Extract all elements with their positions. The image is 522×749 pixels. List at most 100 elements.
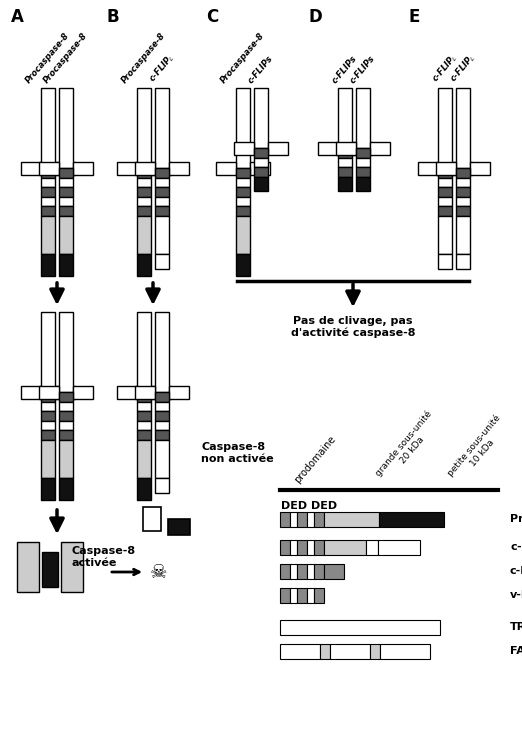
Text: c-FLIPs: c-FLIPs: [510, 566, 522, 576]
Bar: [17, 542, 39, 592]
Text: c-FLIP$_L$: c-FLIP$_L$: [447, 51, 479, 85]
Bar: [155, 440, 169, 478]
Bar: [280, 512, 290, 527]
Bar: [438, 168, 452, 178]
Bar: [41, 430, 55, 440]
Bar: [155, 411, 169, 421]
Bar: [366, 539, 378, 554]
Bar: [356, 177, 370, 191]
Bar: [41, 402, 55, 411]
Bar: [356, 88, 370, 148]
Bar: [41, 168, 55, 178]
Bar: [155, 206, 169, 216]
Bar: [117, 386, 137, 398]
Bar: [236, 178, 250, 187]
Text: C: C: [206, 8, 218, 26]
Bar: [338, 158, 352, 167]
Bar: [290, 512, 297, 527]
Bar: [59, 402, 73, 411]
Bar: [236, 187, 250, 197]
Bar: [470, 162, 490, 175]
Text: E: E: [408, 8, 419, 26]
Bar: [236, 206, 250, 216]
Bar: [438, 178, 452, 187]
Bar: [73, 386, 93, 398]
Bar: [41, 312, 55, 392]
Bar: [330, 643, 370, 658]
Bar: [59, 440, 73, 478]
Text: A: A: [11, 8, 24, 26]
Bar: [338, 88, 352, 148]
Bar: [254, 148, 268, 158]
Bar: [155, 187, 169, 197]
Text: c-FLIPs: c-FLIPs: [247, 53, 275, 85]
Bar: [254, 177, 268, 191]
Bar: [155, 312, 169, 392]
Bar: [456, 178, 470, 187]
Bar: [137, 88, 151, 168]
Bar: [59, 197, 73, 206]
Bar: [234, 142, 254, 154]
Bar: [307, 587, 314, 602]
Bar: [418, 162, 438, 175]
Bar: [137, 197, 151, 206]
Bar: [314, 539, 324, 554]
Bar: [59, 254, 73, 276]
Bar: [378, 539, 420, 554]
Bar: [117, 162, 137, 175]
Bar: [356, 148, 370, 158]
Bar: [216, 162, 236, 175]
Bar: [41, 187, 55, 197]
Bar: [135, 386, 155, 398]
Bar: [155, 402, 169, 411]
Text: DED: DED: [281, 501, 307, 511]
Bar: [290, 563, 297, 578]
Bar: [41, 178, 55, 187]
Bar: [168, 519, 190, 535]
Bar: [324, 563, 344, 578]
Bar: [151, 162, 171, 175]
Text: prodomaine: prodomaine: [292, 434, 338, 485]
Bar: [268, 142, 288, 154]
Text: c-FLIP$_L$: c-FLIP$_L$: [510, 540, 522, 554]
Bar: [59, 430, 73, 440]
Bar: [169, 162, 189, 175]
Bar: [59, 216, 73, 254]
Bar: [280, 539, 290, 554]
Bar: [59, 168, 73, 178]
Bar: [137, 478, 151, 500]
Text: Caspase-8
activée: Caspase-8 activée: [72, 546, 136, 568]
Text: c-FLIP$_L$: c-FLIP$_L$: [146, 51, 177, 85]
Bar: [280, 619, 440, 634]
Text: Procaspase-8: Procaspase-8: [25, 31, 72, 85]
Bar: [280, 643, 320, 658]
Bar: [155, 197, 169, 206]
Bar: [456, 88, 470, 168]
Bar: [39, 386, 59, 398]
Bar: [314, 512, 324, 527]
Bar: [59, 88, 73, 168]
Bar: [137, 411, 151, 421]
Bar: [137, 216, 151, 254]
Bar: [55, 162, 75, 175]
Bar: [307, 563, 314, 578]
Bar: [297, 563, 307, 578]
Bar: [336, 142, 356, 154]
Bar: [438, 187, 452, 197]
Bar: [456, 197, 470, 206]
Bar: [338, 148, 352, 158]
Bar: [137, 392, 151, 402]
Bar: [41, 206, 55, 216]
Bar: [21, 386, 41, 398]
Bar: [59, 392, 73, 402]
Bar: [324, 512, 379, 527]
Bar: [370, 643, 380, 658]
Bar: [290, 587, 297, 602]
Bar: [236, 254, 250, 276]
Bar: [356, 167, 370, 177]
Bar: [41, 254, 55, 276]
Bar: [290, 539, 297, 554]
Bar: [380, 643, 430, 658]
Bar: [59, 411, 73, 421]
Bar: [320, 643, 330, 658]
